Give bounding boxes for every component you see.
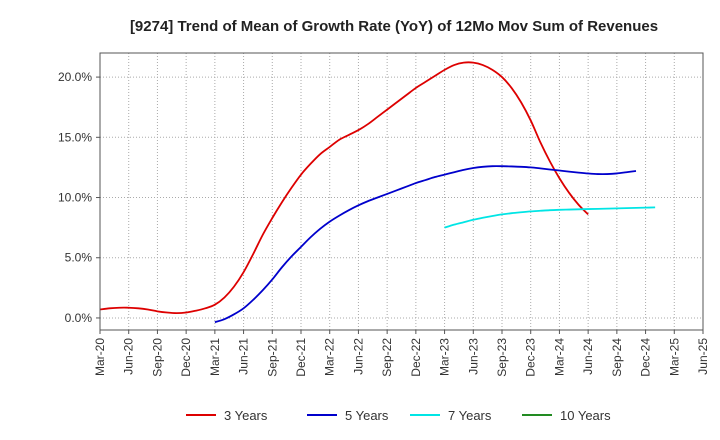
x-tick-label: Sep-24 bbox=[610, 338, 624, 377]
legend-label: 5 Years bbox=[345, 408, 389, 423]
x-tick-label: Jun-20 bbox=[122, 338, 136, 375]
series-line-7-years bbox=[444, 206, 656, 229]
x-tick-label: Dec-22 bbox=[409, 338, 423, 377]
x-tick-label: Jun-21 bbox=[237, 338, 251, 375]
y-tick-label: 10.0% bbox=[58, 191, 92, 205]
y-axis-ticks: 0.0% 5.0% 10.0% 15.0% 20.0% bbox=[58, 70, 100, 325]
x-tick-label: Dec-20 bbox=[179, 338, 193, 377]
x-tick-label: Mar-23 bbox=[438, 338, 452, 376]
chart-title: [9274] Trend of Mean of Growth Rate (YoY… bbox=[130, 18, 658, 35]
x-tick-label: Jun-23 bbox=[466, 338, 480, 375]
plot-frame bbox=[99, 52, 704, 331]
x-tick-label: Mar-24 bbox=[552, 338, 566, 376]
x-tick-label: Dec-21 bbox=[294, 338, 308, 377]
x-tick-label: Sep-23 bbox=[495, 338, 509, 377]
y-tick-label: 5.0% bbox=[65, 251, 93, 265]
x-tick-label: Mar-25 bbox=[667, 338, 681, 376]
legend-label: 3 Years bbox=[224, 408, 268, 423]
legend-label: 7 Years bbox=[448, 408, 492, 423]
legend: 3 Years 5 Years 7 Years 10 Years bbox=[186, 408, 611, 423]
y-tick-label: 20.0% bbox=[58, 70, 92, 84]
x-tick-label: Sep-22 bbox=[380, 338, 394, 377]
axes bbox=[99, 52, 704, 331]
x-tick-label: Mar-20 bbox=[93, 338, 107, 376]
x-tick-label: Dec-23 bbox=[524, 338, 538, 377]
series-line-3-years bbox=[99, 61, 589, 315]
x-tick-label: Dec-24 bbox=[639, 338, 653, 377]
series-lines bbox=[99, 61, 656, 324]
x-tick-label: Sep-21 bbox=[265, 338, 279, 377]
series-line-5-years bbox=[214, 165, 637, 324]
x-tick-label: Jun-24 bbox=[581, 338, 595, 375]
y-tick-label: 0.0% bbox=[65, 311, 93, 325]
x-tick-label: Sep-20 bbox=[150, 338, 164, 377]
y-tick-label: 15.0% bbox=[58, 130, 92, 144]
legend-label: 10 Years bbox=[560, 408, 611, 423]
grid bbox=[99, 53, 704, 330]
x-tick-label: Jun-22 bbox=[351, 338, 365, 375]
plot-area bbox=[100, 53, 703, 330]
x-tick-label: Mar-22 bbox=[323, 338, 337, 376]
x-tick-label: Jun-25 bbox=[696, 338, 710, 375]
x-axis-ticks: Mar-20 Jun-20 Sep-20 Dec-20 Mar-21 Jun-21 Sep-… bbox=[93, 330, 710, 377]
x-tick-label: Mar-21 bbox=[208, 338, 222, 376]
